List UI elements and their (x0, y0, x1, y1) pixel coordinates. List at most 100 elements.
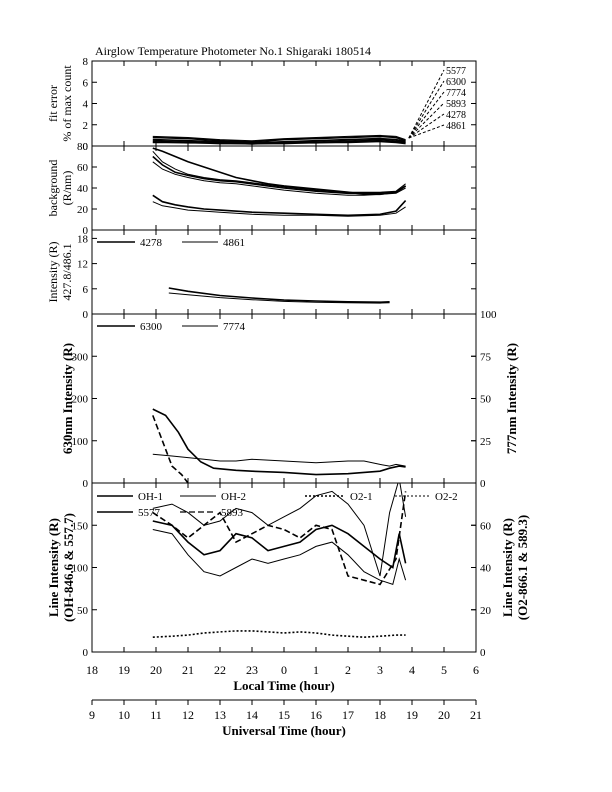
x-tick-label-ut: 21 (470, 708, 482, 722)
y-axis-label: 630nm Intensity (R) (60, 343, 75, 454)
series-line-6300-dashed- (152, 415, 189, 483)
x-tick-label-ut: 19 (406, 708, 418, 722)
y-tick-label: 0 (83, 478, 89, 490)
legend-label-4861: 4861 (223, 237, 245, 249)
y-tick-label: 300 (72, 351, 89, 363)
fit_error-frame (91, 60, 477, 147)
x-axis-label-local: Local Time (hour) (233, 678, 334, 693)
legend-label-6300: 6300 (140, 321, 163, 333)
series-line-1 (152, 150, 406, 193)
series-line-4278 (168, 287, 390, 304)
fit_error-series-group (152, 134, 406, 145)
y-axis-label: fit error (46, 85, 60, 122)
legend-label-oh-1: OH-1 (138, 491, 163, 503)
line_intensity-series-group (152, 483, 407, 639)
series-line-5577 (152, 135, 406, 143)
x-tick-label-local: 23 (246, 663, 258, 677)
y2-axis-label: Line Intensity (R) (500, 518, 515, 617)
series-line-0 (152, 155, 407, 195)
chart-title: Airglow Temperature Photometer No.1 Shig… (95, 44, 371, 58)
y2-axis-label: 777nm Intensity (R) (504, 343, 519, 454)
x-tick-label-local: 0 (281, 663, 287, 677)
x-tick-label-local: 2 (345, 663, 351, 677)
y2-tick-label: 0 (480, 478, 486, 490)
intensity_630-frame (91, 313, 477, 484)
y-tick-label: 50 (77, 605, 89, 617)
y-tick-label: 12 (77, 259, 88, 271)
y-tick-label: 100 (72, 436, 89, 448)
x-tick-label-local: 6 (473, 663, 479, 677)
y-tick-label: 4 (83, 99, 89, 111)
y-axis-label: Line Intensity (R) (46, 518, 61, 617)
y-axis-label: (R/nm) (60, 171, 74, 206)
x-tick-label-local: 5 (441, 663, 447, 677)
legend-label-4278: 4278 (446, 110, 466, 121)
y2-tick-label: 60 (480, 520, 492, 532)
y-tick-label: 18 (77, 233, 89, 245)
y-axis-label: background (46, 160, 60, 217)
legend-leader (408, 102, 445, 139)
legend-label-oh-2: OH-2 (221, 491, 246, 503)
legend-label-o2-2: O2-2 (435, 491, 458, 503)
legend-label-5577: 5577 (446, 66, 466, 77)
legend-label-6300: 6300 (446, 77, 466, 88)
x-tick-label-local: 18 (86, 663, 98, 677)
series-line-6300 (152, 408, 406, 476)
series-line-o2-1 (152, 630, 406, 639)
series-line-5893 (152, 491, 407, 586)
series-line-4861 (152, 141, 406, 145)
series-line-4278 (152, 139, 406, 145)
y-tick-label: 8 (83, 56, 89, 68)
y-tick-label: 100 (72, 563, 89, 575)
y-axis-label: (OH-846.6 & 557.7) (61, 513, 76, 622)
x-tick-label-local: 22 (214, 663, 226, 677)
x-tick-label-ut: 10 (118, 708, 130, 722)
series-line-5 (152, 201, 406, 217)
legend-label-o2-1: O2-1 (350, 491, 373, 503)
y-tick-label: 20 (77, 204, 89, 216)
x-tick-label-local: 21 (182, 663, 194, 677)
legend-label-7774: 7774 (223, 321, 246, 333)
y-tick-label: 40 (77, 183, 89, 195)
background-series-group (152, 147, 407, 217)
y-axis-label: 427.8/486.1 (60, 243, 74, 300)
legend-label-7774: 7774 (446, 88, 466, 99)
x-tick-label-ut: 16 (310, 708, 322, 722)
y-tick-label: 6 (83, 284, 89, 296)
y2-tick-label: 25 (480, 436, 492, 448)
y2-tick-label: 75 (480, 351, 492, 363)
series-line-3 (152, 161, 406, 196)
series-line-5577 (152, 483, 407, 577)
legend-label-4861: 4861 (446, 121, 466, 132)
x-tick-label-local: 4 (409, 663, 415, 677)
legend-leader (408, 124, 445, 139)
y2-axis-label: (O2-866.1 & 589.3) (515, 515, 530, 620)
series-line-4861 (168, 292, 390, 304)
x-tick-label-ut: 18 (374, 708, 386, 722)
legend-leader (408, 80, 445, 139)
y-tick-label: 0 (83, 647, 89, 659)
legend-label-4278: 4278 (140, 237, 163, 249)
series-line-7774 (152, 137, 406, 144)
x-tick-label-local: 19 (118, 663, 130, 677)
series-line-4 (152, 194, 407, 217)
x-tick-label-ut: 9 (89, 708, 95, 722)
legend-label-5893: 5893 (221, 507, 244, 519)
x-tick-label-ut: 13 (214, 708, 226, 722)
y-tick-label: 150 (72, 520, 89, 532)
series-line-7774 (152, 453, 406, 467)
intensity_4278-series-group (168, 287, 390, 304)
y-tick-label: 60 (77, 162, 89, 174)
legend-label-5893: 5893 (446, 99, 466, 110)
y-tick-label: 0 (83, 225, 89, 237)
y2-tick-label: 100 (480, 309, 497, 321)
y2-tick-label: 40 (480, 563, 492, 575)
y2-tick-label: 20 (480, 605, 492, 617)
y-tick-label: 2 (83, 120, 89, 132)
x-tick-label-ut: 17 (342, 708, 354, 722)
x-tick-label-ut: 15 (278, 708, 290, 722)
x-tick-label-local: 3 (377, 663, 383, 677)
y-axis-label: % of max count (60, 65, 74, 142)
